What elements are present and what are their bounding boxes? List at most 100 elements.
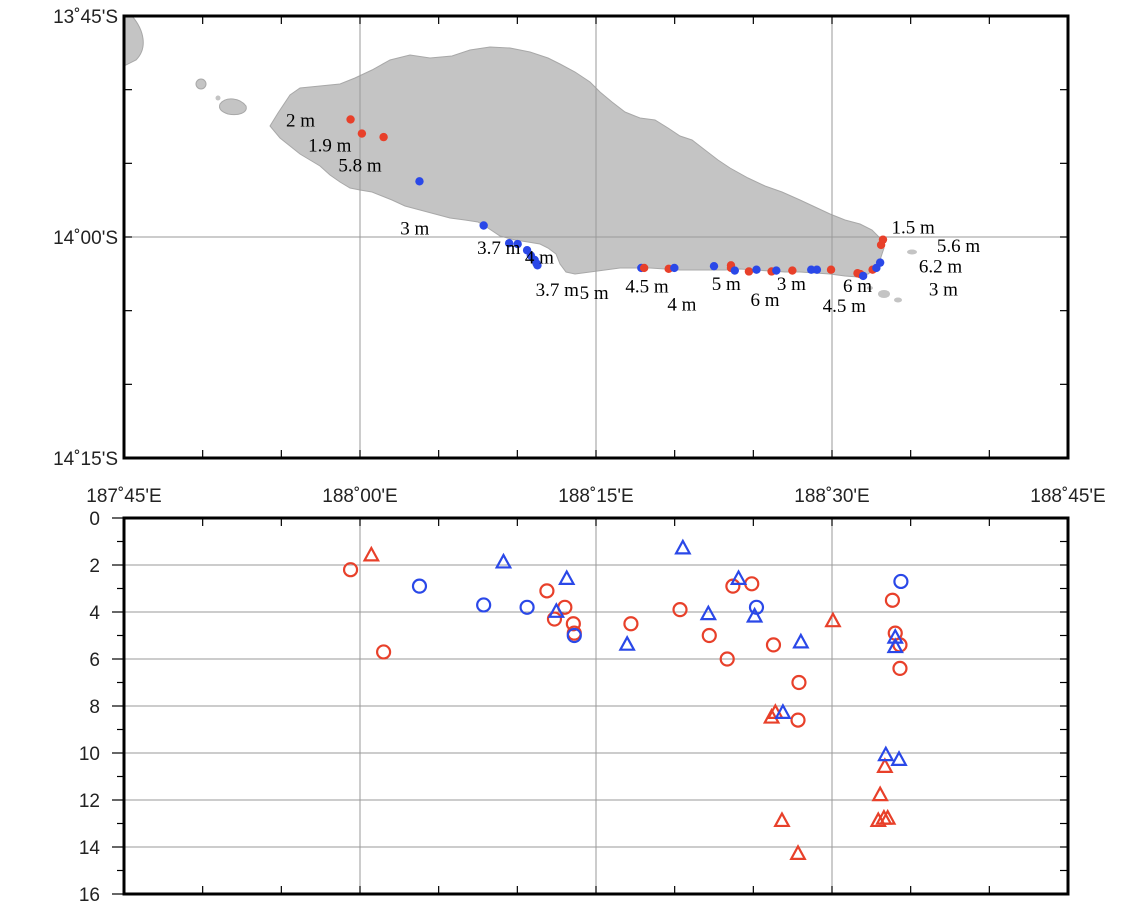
depth-point-circle [546, 611, 563, 627]
height-label: 5 m [712, 274, 741, 295]
depth-point-triangle [869, 811, 887, 828]
depth-point-circle [565, 616, 581, 632]
lat-tick-label: 14˚00'S [53, 228, 118, 249]
depth-point-triangle [886, 627, 904, 644]
scatter-frame [122, 516, 1070, 896]
depth-point-triangle [824, 611, 842, 628]
island-manono [219, 98, 247, 116]
survey-point [670, 263, 679, 273]
survey-point [709, 261, 719, 271]
depth-point-circle [884, 592, 901, 608]
map-tick-labels: 187˚45'E 188˚00'E 188˚15'E 188˚30'E 188˚45'E… [53, 7, 1106, 507]
depth-point-circle [765, 637, 782, 653]
depth-point-triangle [618, 635, 636, 651]
survey-point [752, 265, 761, 274]
survey-point [415, 177, 424, 186]
depth-tick-label: 12 [79, 791, 100, 812]
depth-tick-label: 14 [79, 838, 101, 859]
depth-point-triangle [547, 602, 566, 618]
depth-tick-label: 16 [79, 885, 100, 903]
depth-point-circle [893, 573, 909, 590]
depth-point-triangle [362, 545, 380, 562]
survey-point [504, 238, 514, 248]
depth-tick-label: 8 [89, 697, 100, 718]
depth-point-circle [791, 674, 807, 691]
lon-tick-label: 188˚30'E [794, 486, 869, 507]
survey-point [858, 271, 868, 281]
survey-point [812, 265, 822, 274]
survey-point [772, 266, 781, 275]
map-frame [122, 14, 1070, 460]
depth-point-triangle [879, 808, 897, 825]
survey-point [826, 265, 836, 274]
depth-point-circle [623, 616, 639, 632]
depth-point-triangle [876, 757, 894, 774]
height-label: 3 m [777, 274, 806, 295]
depth-point-circle [411, 578, 428, 594]
islet [894, 297, 902, 303]
height-label: 6.2 m [919, 256, 963, 277]
lon-tick-label: 188˚45'E [1030, 486, 1105, 507]
depth-point-triangle [890, 750, 908, 766]
height-label: 5.8 m [338, 156, 382, 177]
depth-tick-label: 0 [89, 509, 100, 530]
depth-point-triangle [745, 606, 764, 623]
survey-point [878, 235, 888, 244]
island-upolu [269, 46, 885, 278]
height-label: 4 m [525, 248, 554, 269]
depth-point-triangle [494, 552, 513, 569]
depth-point-circle [672, 602, 688, 618]
map-points [346, 115, 888, 281]
lon-tick-label: 188˚15'E [558, 486, 633, 507]
survey-point [346, 115, 355, 124]
depth-point-triangle [886, 637, 904, 654]
survey-point [533, 261, 542, 270]
depth-point-circle [476, 597, 492, 613]
depth-point-triangle [789, 844, 807, 860]
depth-point-circle [790, 712, 806, 728]
survey-point [730, 266, 739, 275]
height-label: 3.7 m [477, 238, 521, 259]
scatter-tick-labels: 0 2 4 6 8 10 12 14 16 [79, 509, 101, 903]
survey-point [875, 258, 885, 267]
depth-point-triangle [773, 811, 791, 828]
depth-tick-label: 2 [89, 556, 100, 577]
depth-panel: 0 2 4 6 8 10 12 14 16 [79, 509, 1070, 903]
depth-point-circle [376, 644, 392, 660]
lon-tick-label: 188˚00'E [322, 486, 397, 507]
height-label: 5 m [580, 283, 609, 304]
height-label: 6 m [843, 276, 872, 297]
depth-point-circle [566, 627, 582, 644]
survey-point [357, 129, 367, 138]
islet [878, 290, 890, 298]
depth-tick-label: 10 [79, 744, 100, 765]
depth-point-triangle [674, 538, 692, 555]
survey-point [379, 132, 388, 142]
survey-point [479, 221, 488, 230]
depth-point-triangle [729, 569, 748, 586]
depth-point-circle [519, 599, 535, 615]
height-label: 1.9 m [308, 135, 352, 156]
height-label: 1.5 m [892, 217, 936, 238]
survey-point [744, 267, 754, 276]
depth-point-triangle [774, 703, 792, 719]
height-label: 3 m [400, 218, 429, 239]
depth-point-triangle [792, 632, 810, 649]
lat-tick-label: 13˚45'S [53, 7, 118, 28]
depth-point-triangle [871, 785, 889, 802]
depth-point-triangle [877, 745, 895, 762]
depth-point-circle [701, 627, 717, 644]
islet [907, 249, 917, 255]
depth-tick-label: 4 [89, 603, 100, 624]
height-label: 5.6 m [937, 236, 981, 257]
island-apolima [195, 78, 207, 90]
islet [215, 95, 221, 101]
height-label: 4.5 m [625, 277, 669, 298]
height-label: 3 m [929, 279, 958, 300]
height-label: 3.7 m [536, 280, 580, 301]
survey-point [788, 266, 797, 275]
depth-point-triangle [558, 569, 576, 586]
depth-tick-label: 6 [89, 650, 100, 671]
